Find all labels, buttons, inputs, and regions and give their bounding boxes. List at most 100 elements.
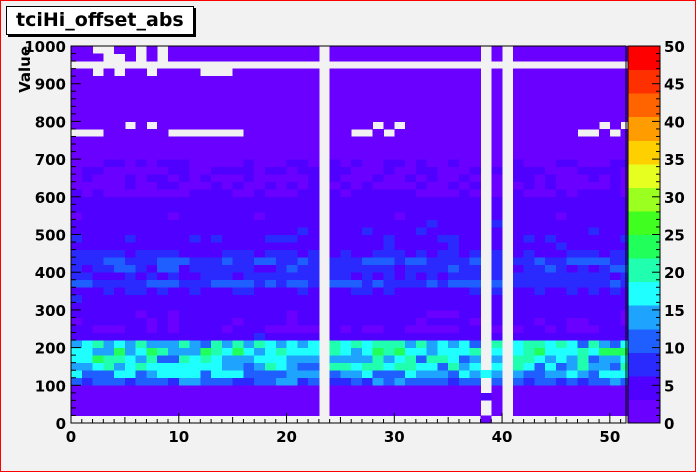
- heatmap-cell: [232, 181, 244, 190]
- heatmap-cell: [340, 370, 352, 379]
- heatmap-cell: [157, 121, 169, 130]
- heatmap-cell: [545, 257, 557, 266]
- heatmap-cell: [221, 113, 234, 122]
- heatmap-cell: [308, 68, 320, 77]
- heatmap-cell: [361, 332, 374, 341]
- heatmap-cell: [383, 83, 395, 92]
- heatmap-cell: [383, 159, 395, 168]
- heatmap-cell: [275, 362, 287, 371]
- heatmap-cell: [81, 196, 93, 205]
- heatmap-cell: [340, 211, 352, 220]
- heatmap-cell: [383, 91, 395, 100]
- heatmap-cell: [254, 53, 266, 62]
- heatmap-cell: [458, 128, 471, 137]
- heatmap-cell: [577, 407, 589, 416]
- heatmap-cell: [458, 174, 471, 183]
- heatmap-cell: [405, 362, 417, 371]
- heatmap-cell: [599, 53, 611, 62]
- heatmap-cell: [437, 279, 449, 288]
- heatmap-cell: [81, 151, 93, 160]
- heatmap-cell: [599, 234, 611, 243]
- heatmap-cell: [405, 174, 417, 183]
- heatmap-cell: [114, 151, 126, 160]
- heatmap-cell: [178, 400, 190, 409]
- heatmap-cell: [394, 189, 406, 198]
- heatmap-cell: [71, 46, 83, 54]
- heatmap-cell: [566, 370, 578, 379]
- heatmap-cell: [124, 324, 137, 333]
- heatmap-cell: [372, 324, 384, 333]
- heatmap-cell: [200, 76, 212, 85]
- heatmap-cell: [297, 83, 309, 92]
- heatmap-cell: [566, 249, 578, 258]
- heatmap-cell: [523, 309, 535, 318]
- heatmap-cell: [534, 340, 546, 348]
- heatmap-cell: [178, 370, 190, 379]
- heatmap-cell: [361, 385, 374, 394]
- heatmap-cell: [340, 219, 352, 228]
- heatmap-cell: [491, 302, 503, 311]
- heatmap-cell: [286, 226, 298, 235]
- heatmap-cell: [448, 83, 460, 92]
- heatmap-cell: [534, 377, 546, 386]
- heatmap-cell: [146, 196, 158, 205]
- heatmap-cell: [329, 249, 341, 258]
- colorbar-swatch: [628, 399, 660, 424]
- heatmap-cell: [71, 377, 83, 386]
- heatmap-cell: [329, 113, 341, 122]
- heatmap-cell: [157, 181, 169, 190]
- heatmap-cell: [157, 279, 169, 288]
- heatmap-cell: [308, 181, 320, 190]
- heatmap-cell: [189, 332, 201, 341]
- heatmap-cell: [599, 181, 611, 190]
- heatmap-cell: [437, 98, 449, 107]
- heatmap-cell: [599, 166, 611, 175]
- heatmap-cell: [71, 370, 83, 379]
- heatmap-cell: [297, 68, 309, 77]
- heatmap-cell: [383, 302, 395, 311]
- heatmap-cell: [124, 68, 137, 77]
- heatmap-cell: [200, 385, 212, 394]
- heatmap-cell: [243, 309, 255, 318]
- heatmap-cell: [135, 189, 147, 198]
- heatmap-cell: [92, 324, 104, 333]
- heatmap-cell: [243, 400, 255, 409]
- heatmap-cell: [135, 219, 147, 228]
- heatmap-cell: [124, 196, 137, 205]
- heatmap-cell: [534, 181, 546, 190]
- heatmap-cell: [609, 324, 622, 333]
- heatmap-cell: [523, 144, 535, 152]
- heatmap-cell: [426, 189, 438, 198]
- heatmap-cell: [415, 287, 428, 296]
- z-tick-label: 5: [664, 377, 674, 395]
- heatmap-cell: [254, 46, 266, 54]
- heatmap-cell: [394, 347, 406, 356]
- heatmap-cell: [124, 279, 137, 288]
- heatmap-cell: [609, 377, 622, 386]
- heatmap-cell: [566, 159, 578, 168]
- heatmap-cell: [286, 324, 298, 333]
- heatmap-cell: [254, 377, 266, 386]
- colorbar-swatch: [628, 234, 660, 259]
- heatmap-cell: [92, 113, 104, 122]
- heatmap-cell: [178, 196, 190, 205]
- heatmap-cell: [189, 136, 201, 145]
- heatmap-cell: [372, 174, 384, 183]
- heatmap-cell: [448, 219, 460, 228]
- heatmap-cell: [178, 257, 190, 266]
- heatmap-cell: [394, 242, 406, 250]
- heatmap-cell: [469, 340, 481, 348]
- heatmap-cell: [599, 91, 611, 100]
- heatmap-cell: [329, 272, 341, 281]
- heatmap-cell: [523, 279, 535, 288]
- heatmap-cell: [405, 347, 417, 356]
- colorbar-swatch: [628, 163, 660, 188]
- y-tick-label: 0: [56, 415, 66, 433]
- heatmap-cell: [372, 309, 384, 318]
- heatmap-cell: [458, 309, 471, 318]
- heatmap-cell: [243, 392, 255, 401]
- heatmap-cell: [254, 264, 266, 273]
- heatmap-cell: [178, 332, 190, 341]
- z-tick-label: 35: [664, 151, 685, 169]
- heatmap-cell: [372, 400, 384, 409]
